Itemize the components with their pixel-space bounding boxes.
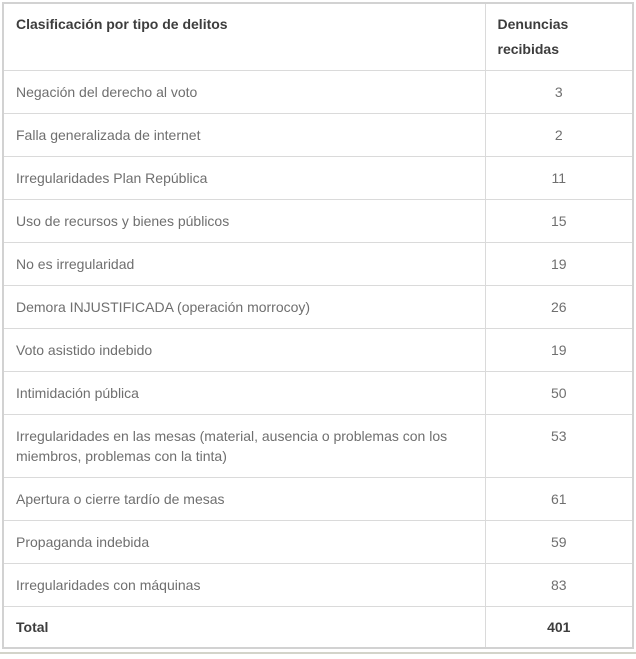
table-row: Falla generalizada de internet 2 xyxy=(2,113,634,157)
table-row: Propaganda indebida 59 xyxy=(2,520,634,564)
type-cell: Irregularidades con máquinas xyxy=(2,563,486,607)
table-header-row: Clasificación por tipo de delitos Denunc… xyxy=(2,2,634,71)
type-cell: Propaganda indebida xyxy=(2,520,486,564)
table-row: No es irregularidad 19 xyxy=(2,242,634,286)
count-cell: 19 xyxy=(484,328,634,372)
table-row: Uso de recursos y bienes públicos 15 xyxy=(2,199,634,243)
total-value: 401 xyxy=(484,606,634,649)
type-cell: Voto asistido indebido xyxy=(2,328,486,372)
table-total-row: Total 401 xyxy=(2,606,634,649)
count-cell: 11 xyxy=(484,156,634,200)
count-cell: 83 xyxy=(484,563,634,607)
count-cell: 59 xyxy=(484,520,634,564)
count-cell: 15 xyxy=(484,199,634,243)
table-row: Irregularidades Plan República 11 xyxy=(2,156,634,200)
table-row: Intimidación pública 50 xyxy=(2,371,634,415)
table-row: Irregularidades en las mesas (material, … xyxy=(2,414,634,478)
total-label: Total xyxy=(2,606,486,649)
bottom-divider xyxy=(0,652,636,654)
type-cell: No es irregularidad xyxy=(2,242,486,286)
table-row: Apertura o cierre tardío de mesas 61 xyxy=(2,477,634,521)
table-row: Irregularidades con máquinas 83 xyxy=(2,563,634,607)
type-cell: Negación del derecho al voto xyxy=(2,70,486,114)
complaints-table: Clasificación por tipo de delitos Denunc… xyxy=(2,2,634,649)
type-cell: Falla generalizada de internet xyxy=(2,113,486,157)
type-cell: Apertura o cierre tardío de mesas xyxy=(2,477,486,521)
count-cell: 2 xyxy=(484,113,634,157)
type-cell: Irregularidades en las mesas (material, … xyxy=(2,414,486,478)
column-header-type: Clasificación por tipo de delitos xyxy=(2,2,486,71)
count-cell: 53 xyxy=(484,414,634,478)
table-row: Voto asistido indebido 19 xyxy=(2,328,634,372)
type-cell: Irregularidades Plan República xyxy=(2,156,486,200)
type-cell: Uso de recursos y bienes públicos xyxy=(2,199,486,243)
table-row: Negación del derecho al voto 3 xyxy=(2,70,634,114)
column-header-count: Denuncias recibidas xyxy=(484,2,634,71)
type-cell: Intimidación pública xyxy=(2,371,486,415)
count-cell: 61 xyxy=(484,477,634,521)
count-cell: 50 xyxy=(484,371,634,415)
count-cell: 3 xyxy=(484,70,634,114)
type-cell: Demora INJUSTIFICADA (operación morrocoy… xyxy=(2,285,486,329)
count-cell: 19 xyxy=(484,242,634,286)
count-cell: 26 xyxy=(484,285,634,329)
table-row: Demora INJUSTIFICADA (operación morrocoy… xyxy=(2,285,634,329)
